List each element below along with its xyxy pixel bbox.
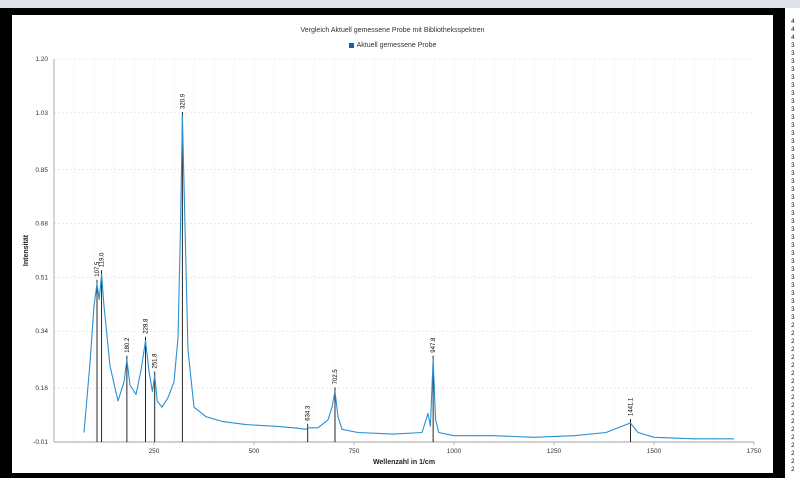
side-list-item: 3	[791, 138, 795, 145]
side-list-item: 3	[791, 154, 795, 161]
y-tick-label: 1.20	[35, 56, 48, 63]
side-list-item: 3	[791, 266, 795, 273]
side-list-item: 2	[791, 434, 795, 441]
chart-window-frame: Vergleich Aktuell gemessene Probe mit Bi…	[0, 8, 785, 478]
chart-title: Vergleich Aktuell gemessene Probe mit Bi…	[300, 27, 485, 34]
side-list-item: 2	[791, 402, 795, 409]
side-list-item: 3	[791, 50, 795, 57]
peak-label: 634.3	[306, 405, 312, 421]
side-list-item: 4	[791, 34, 795, 41]
plot-area	[54, 59, 754, 442]
side-list-item: 4	[791, 26, 795, 33]
peak-label: 320.9	[180, 93, 186, 109]
side-list-item: 2	[791, 362, 795, 369]
side-list-item: 3	[791, 122, 795, 129]
peak-label: 947.8	[431, 337, 437, 353]
side-list-item: 3	[791, 186, 795, 193]
x-tick-label: 1250	[547, 448, 562, 455]
side-list-item: 3	[791, 130, 795, 137]
legend-label: Aktuell gemessene Probe	[356, 42, 437, 49]
chart-legend[interactable]: Aktuell gemessene Probe	[12, 42, 773, 49]
side-list-item: 3	[791, 202, 795, 209]
side-list-item: 4	[791, 18, 795, 25]
side-list-item: 3	[791, 82, 795, 89]
y-tick-label: 0.68	[35, 221, 48, 228]
side-list-item: 3	[791, 250, 795, 257]
side-list-item: 3	[791, 242, 795, 249]
side-list-item: 3	[791, 98, 795, 105]
side-list-item: 2	[791, 370, 795, 377]
side-list-item: 3	[791, 290, 795, 297]
spectrum-plot[interactable]: -0.01 0.16 0.34 0.51 0.68 0.85 1.03 1.20 250 500 7…	[12, 15, 773, 473]
side-list-item: 2	[791, 330, 795, 337]
side-list-item: 3	[791, 226, 795, 233]
side-list-item: 2	[791, 338, 795, 345]
peak-label: 119.0	[100, 252, 106, 267]
y-tick-label: 0.34	[35, 328, 48, 335]
side-list-item: 2	[791, 442, 795, 449]
peak-label: 702.5	[333, 369, 339, 385]
side-list-item: 3	[791, 314, 795, 321]
y-tick-label: 0.85	[35, 167, 48, 174]
y-tick-label: 1.03	[35, 110, 48, 117]
side-list-item: 3	[791, 90, 795, 97]
side-list-item: 3	[791, 258, 795, 265]
peak-label: 180.2	[125, 337, 131, 353]
side-list-item: 2	[791, 394, 795, 401]
side-list-item: 3	[791, 42, 795, 49]
side-list-item: 3	[791, 298, 795, 305]
x-tick-label: 750	[349, 448, 360, 455]
peak-label: 107.5	[95, 261, 101, 277]
y-tick-label: 0.51	[35, 274, 48, 281]
side-list-item: 2	[791, 386, 795, 393]
side-list-item: 3	[791, 282, 795, 289]
x-tick-label: 500	[249, 448, 260, 455]
spectrum-series-line[interactable]	[83, 115, 734, 440]
side-list-item: 2	[791, 354, 795, 361]
side-list-item: 3	[791, 114, 795, 121]
legend-swatch	[348, 42, 354, 48]
side-list-item: 2	[791, 346, 795, 353]
y-tick-label: -0.01	[33, 439, 48, 446]
side-list-item: 3	[791, 170, 795, 177]
y-axis-title: Intensität	[23, 234, 30, 266]
side-list-item: 3	[791, 306, 795, 313]
peak-label: 251.8	[153, 353, 159, 369]
side-list-item: 3	[791, 106, 795, 113]
peak-label: 1441.1	[628, 397, 634, 416]
chart-panel: Vergleich Aktuell gemessene Probe mit Bi…	[12, 15, 773, 473]
x-tick-label: 1750	[747, 448, 762, 455]
side-list-item: 2	[791, 378, 795, 385]
y-tick-label: 0.16	[35, 385, 48, 392]
side-list-item: 3	[791, 210, 795, 217]
side-list-item: 2	[791, 458, 795, 465]
side-list-item: 3	[791, 178, 795, 185]
side-list-item: 2	[791, 418, 795, 425]
side-list-item: 3	[791, 66, 795, 73]
side-list-item: 3	[791, 58, 795, 65]
side-list-item: 3	[791, 162, 795, 169]
side-list-item: 3	[791, 74, 795, 81]
side-list-item: 2	[791, 426, 795, 433]
side-list-item: 3	[791, 234, 795, 241]
side-list-item: 3	[791, 146, 795, 153]
side-list-item: 2	[791, 410, 795, 417]
x-axis-title: Wellenzahl in 1/cm	[373, 459, 435, 466]
side-list-item: 2	[791, 322, 795, 329]
x-tick-label: 1500	[647, 448, 662, 455]
side-list-item: 3	[791, 274, 795, 281]
peak-label: 228.8	[144, 318, 150, 334]
side-list-item: 2	[791, 450, 795, 457]
window-top-bar	[0, 0, 800, 8]
x-tick-label: 250	[149, 448, 160, 455]
x-tick-label: 1000	[447, 448, 462, 455]
side-list-item: 3	[791, 218, 795, 225]
side-list-item: 3	[791, 194, 795, 201]
side-list-item: 2	[791, 466, 795, 473]
